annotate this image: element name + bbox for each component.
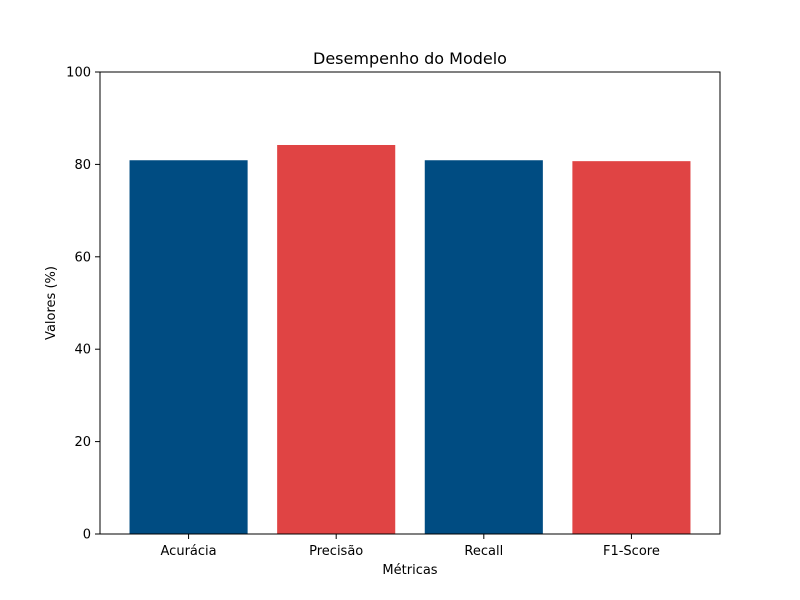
x-tick-label: Recall <box>464 544 503 559</box>
x-tick-label: F1-Score <box>603 544 660 559</box>
bar-precis-o <box>277 144 396 534</box>
y-tick-label: 80 <box>74 158 91 173</box>
y-tick-label: 100 <box>66 66 91 81</box>
bar-recall <box>424 160 543 534</box>
bar-acur-cia <box>129 160 248 534</box>
chart-title: Desempenho do Modelo <box>313 49 507 68</box>
y-tick-label: 40 <box>74 343 91 358</box>
plot-frame <box>99 71 721 535</box>
y-tick-label: 0 <box>83 528 91 543</box>
y-tick-label: 20 <box>74 435 91 450</box>
bars-group <box>129 144 691 534</box>
y-tick-label: 60 <box>74 250 91 265</box>
x-axis: Acurácia Precisão Recall F1-Score <box>161 534 660 559</box>
x-axis-label: Métricas <box>382 563 437 578</box>
x-tick-label: Precisão <box>309 544 363 559</box>
bar-f1-score <box>572 161 691 534</box>
x-tick-label: Acurácia <box>161 544 217 559</box>
y-axis: 0 20 40 60 80 100 <box>66 66 100 543</box>
y-axis-label: Valores (%) <box>44 266 59 340</box>
